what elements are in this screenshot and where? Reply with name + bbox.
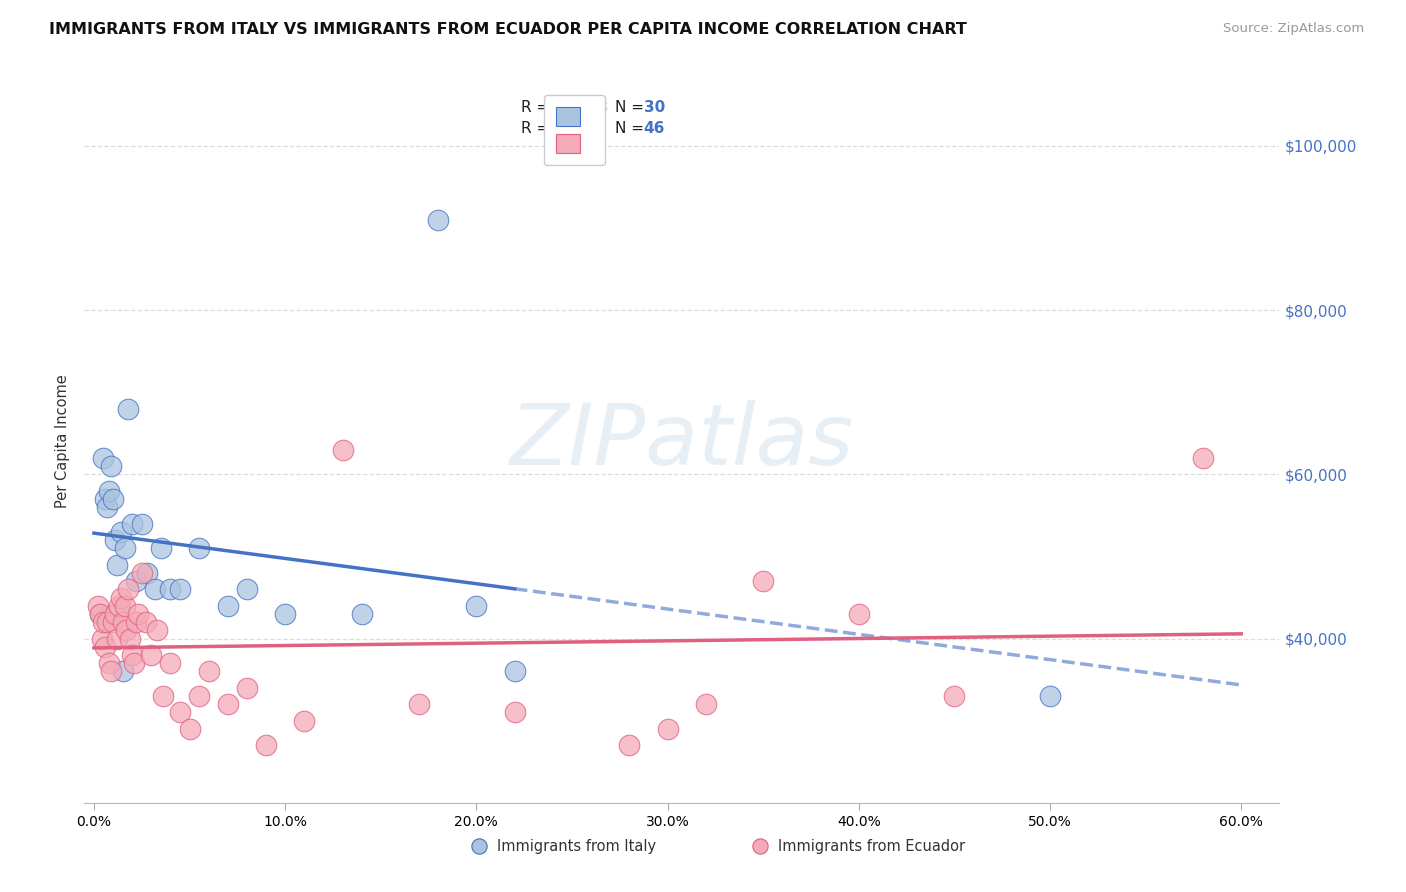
Point — [100, 665, 122, 679]
Point — [159, 657, 181, 671]
Point — [93, 615, 115, 630]
Point — [94, 640, 117, 654]
Point — [101, 491, 124, 506]
Point — [350, 607, 373, 621]
Point — [89, 607, 111, 621]
Point — [1039, 689, 1062, 703]
Point — [107, 599, 129, 613]
Text: -0.218: -0.218 — [553, 100, 607, 115]
Text: Immigrants from Ecuador: Immigrants from Ecuador — [778, 838, 965, 854]
Point — [217, 599, 239, 613]
Point — [105, 558, 128, 572]
Text: 0.110: 0.110 — [553, 121, 600, 136]
Point — [110, 591, 132, 605]
Point — [117, 401, 139, 416]
Point — [146, 624, 169, 638]
Point — [115, 624, 138, 638]
Text: ZIPatlas: ZIPatlas — [510, 400, 853, 483]
Point — [465, 599, 488, 613]
Point — [131, 566, 153, 580]
Point — [332, 442, 354, 457]
Point — [169, 706, 191, 720]
Text: N =: N = — [614, 121, 648, 136]
Text: IMMIGRANTS FROM ITALY VS IMMIGRANTS FROM ECUADOR PER CAPITA INCOME CORRELATION C: IMMIGRANTS FROM ITALY VS IMMIGRANTS FROM… — [49, 22, 967, 37]
Point — [125, 615, 148, 630]
Point — [657, 722, 679, 736]
Point — [101, 615, 124, 630]
Point — [121, 516, 143, 531]
Point — [169, 582, 191, 597]
Point — [127, 607, 149, 621]
Text: Immigrants from Italy: Immigrants from Italy — [496, 838, 655, 854]
Text: Source: ZipAtlas.com: Source: ZipAtlas.com — [1223, 22, 1364, 36]
Point — [503, 665, 526, 679]
Point — [89, 607, 111, 621]
Point — [197, 665, 219, 679]
Point — [752, 574, 775, 588]
Point — [87, 599, 110, 613]
Point — [114, 541, 136, 556]
Point — [96, 500, 118, 515]
Text: R =: R = — [520, 121, 554, 136]
Point — [120, 632, 142, 646]
Point — [90, 632, 112, 646]
Point — [236, 582, 259, 597]
Point — [188, 541, 211, 556]
Point — [503, 706, 526, 720]
Point — [105, 632, 128, 646]
Text: 30: 30 — [644, 100, 665, 115]
Text: 46: 46 — [644, 121, 665, 136]
Point — [111, 615, 134, 630]
Point — [236, 681, 259, 695]
Point — [117, 582, 139, 597]
Point — [122, 657, 145, 671]
Point — [114, 599, 136, 613]
Point — [141, 648, 163, 662]
Legend: , : , — [544, 95, 605, 165]
Point — [188, 689, 211, 703]
Point — [131, 516, 153, 531]
Point — [619, 739, 641, 753]
Point — [427, 212, 450, 227]
Point — [695, 698, 717, 712]
Point — [159, 582, 181, 597]
Point — [98, 483, 121, 498]
Point — [254, 739, 277, 753]
Point — [292, 714, 315, 728]
Point — [217, 698, 239, 712]
Text: R =: R = — [520, 100, 554, 115]
Point — [111, 665, 134, 679]
Y-axis label: Per Capita Income: Per Capita Income — [55, 375, 70, 508]
Point — [96, 615, 118, 630]
Point — [110, 524, 132, 539]
Point — [1192, 450, 1215, 465]
Point — [152, 689, 174, 703]
Text: N =: N = — [614, 100, 648, 115]
Point — [943, 689, 966, 703]
Point — [104, 533, 127, 547]
Point — [274, 607, 297, 621]
Point — [848, 607, 870, 621]
Point — [121, 648, 143, 662]
Point — [104, 607, 127, 621]
Point — [179, 722, 201, 736]
Point — [135, 615, 157, 630]
Point — [125, 574, 148, 588]
Point — [100, 459, 122, 474]
Point — [98, 657, 121, 671]
Point — [94, 491, 117, 506]
Point — [93, 450, 115, 465]
Point — [136, 566, 159, 580]
Point — [149, 541, 172, 556]
Point — [408, 698, 430, 712]
Point — [143, 582, 166, 597]
